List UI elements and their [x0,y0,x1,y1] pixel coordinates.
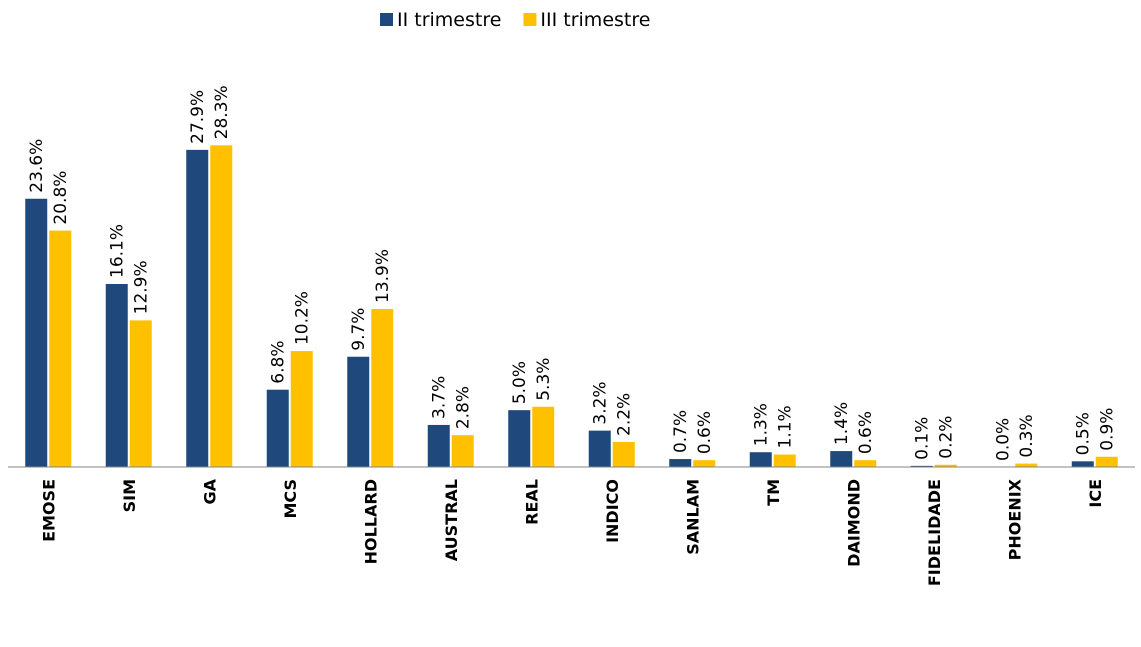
data-label: 13.9% [373,249,393,303]
x-tick-label: GA [200,478,219,504]
bar [773,454,796,467]
bar [749,452,772,467]
x-tick-label: ICE [1086,479,1105,508]
x-tick-label: DAIMOND [844,479,863,567]
data-label: 2.8% [454,386,474,429]
bar [830,451,853,467]
data-label: 20.8% [51,171,71,225]
data-label: 0.3% [1017,414,1037,457]
x-tick-label: AUSTRAL [442,479,461,561]
data-label: 0.1% [913,417,933,460]
bar [508,410,531,467]
data-label: 23.6% [27,139,47,193]
bar [371,309,394,467]
legend-label: III trimestre [540,9,650,31]
data-label: 0.5% [1074,412,1094,455]
x-tick-label: SANLAM [683,479,702,555]
legend-label: II trimestre [397,9,501,31]
data-label: 27.9% [188,90,208,144]
bar [1095,456,1118,467]
data-label: 0.0% [993,418,1013,461]
data-label: 1.4% [832,402,852,445]
bar [588,430,611,467]
data-label: 0.7% [671,410,691,453]
x-tick-label: EMOSE [39,479,58,542]
data-label: 2.2% [615,393,635,436]
data-label: 5.0% [510,361,530,404]
legend-swatch [523,13,537,26]
bar [25,198,48,467]
x-tick-label: REAL [522,479,541,525]
bar [49,230,72,467]
x-tick-label: HOLLARD [361,479,380,564]
x-tick-label: TM [764,479,783,506]
bar [451,435,474,467]
data-label: 0.6% [856,411,876,454]
bar [693,460,716,467]
bar [186,149,209,467]
x-tick-label: PHOENIX [1005,478,1024,560]
x-tick-label: SIM [120,479,139,512]
x-tick-label: FIDELIDADE [925,479,944,586]
data-label: 5.3% [534,358,554,401]
x-tick-label: MCS [281,479,300,518]
bar [105,283,128,467]
data-label: 3.2% [591,381,611,424]
bar [532,406,555,467]
data-label: 0.6% [695,411,715,454]
data-label: 6.8% [269,341,289,384]
bar [290,351,313,467]
bar [854,460,877,467]
data-label: 0.9% [1098,408,1118,451]
data-label: 1.3% [752,403,772,446]
bar [347,356,370,467]
data-label: 10.2% [293,291,313,345]
bar [427,424,450,467]
data-label: 16.1% [108,224,128,278]
bar [1015,463,1038,467]
data-label: 3.7% [430,376,450,419]
data-label: 12.9% [132,260,152,314]
x-tick-label: INDICO [603,479,622,543]
legend-swatch [380,13,393,26]
data-label: 1.1% [776,405,796,448]
bar [129,320,152,467]
data-label: 0.2% [937,416,957,459]
data-label: 9.7% [349,308,369,351]
data-label: 28.3% [212,85,232,139]
bar [612,441,635,467]
bar [934,464,957,467]
bar [669,459,692,467]
bar [1071,461,1094,467]
bar [910,465,933,467]
bar [266,389,289,467]
bar [210,145,233,467]
